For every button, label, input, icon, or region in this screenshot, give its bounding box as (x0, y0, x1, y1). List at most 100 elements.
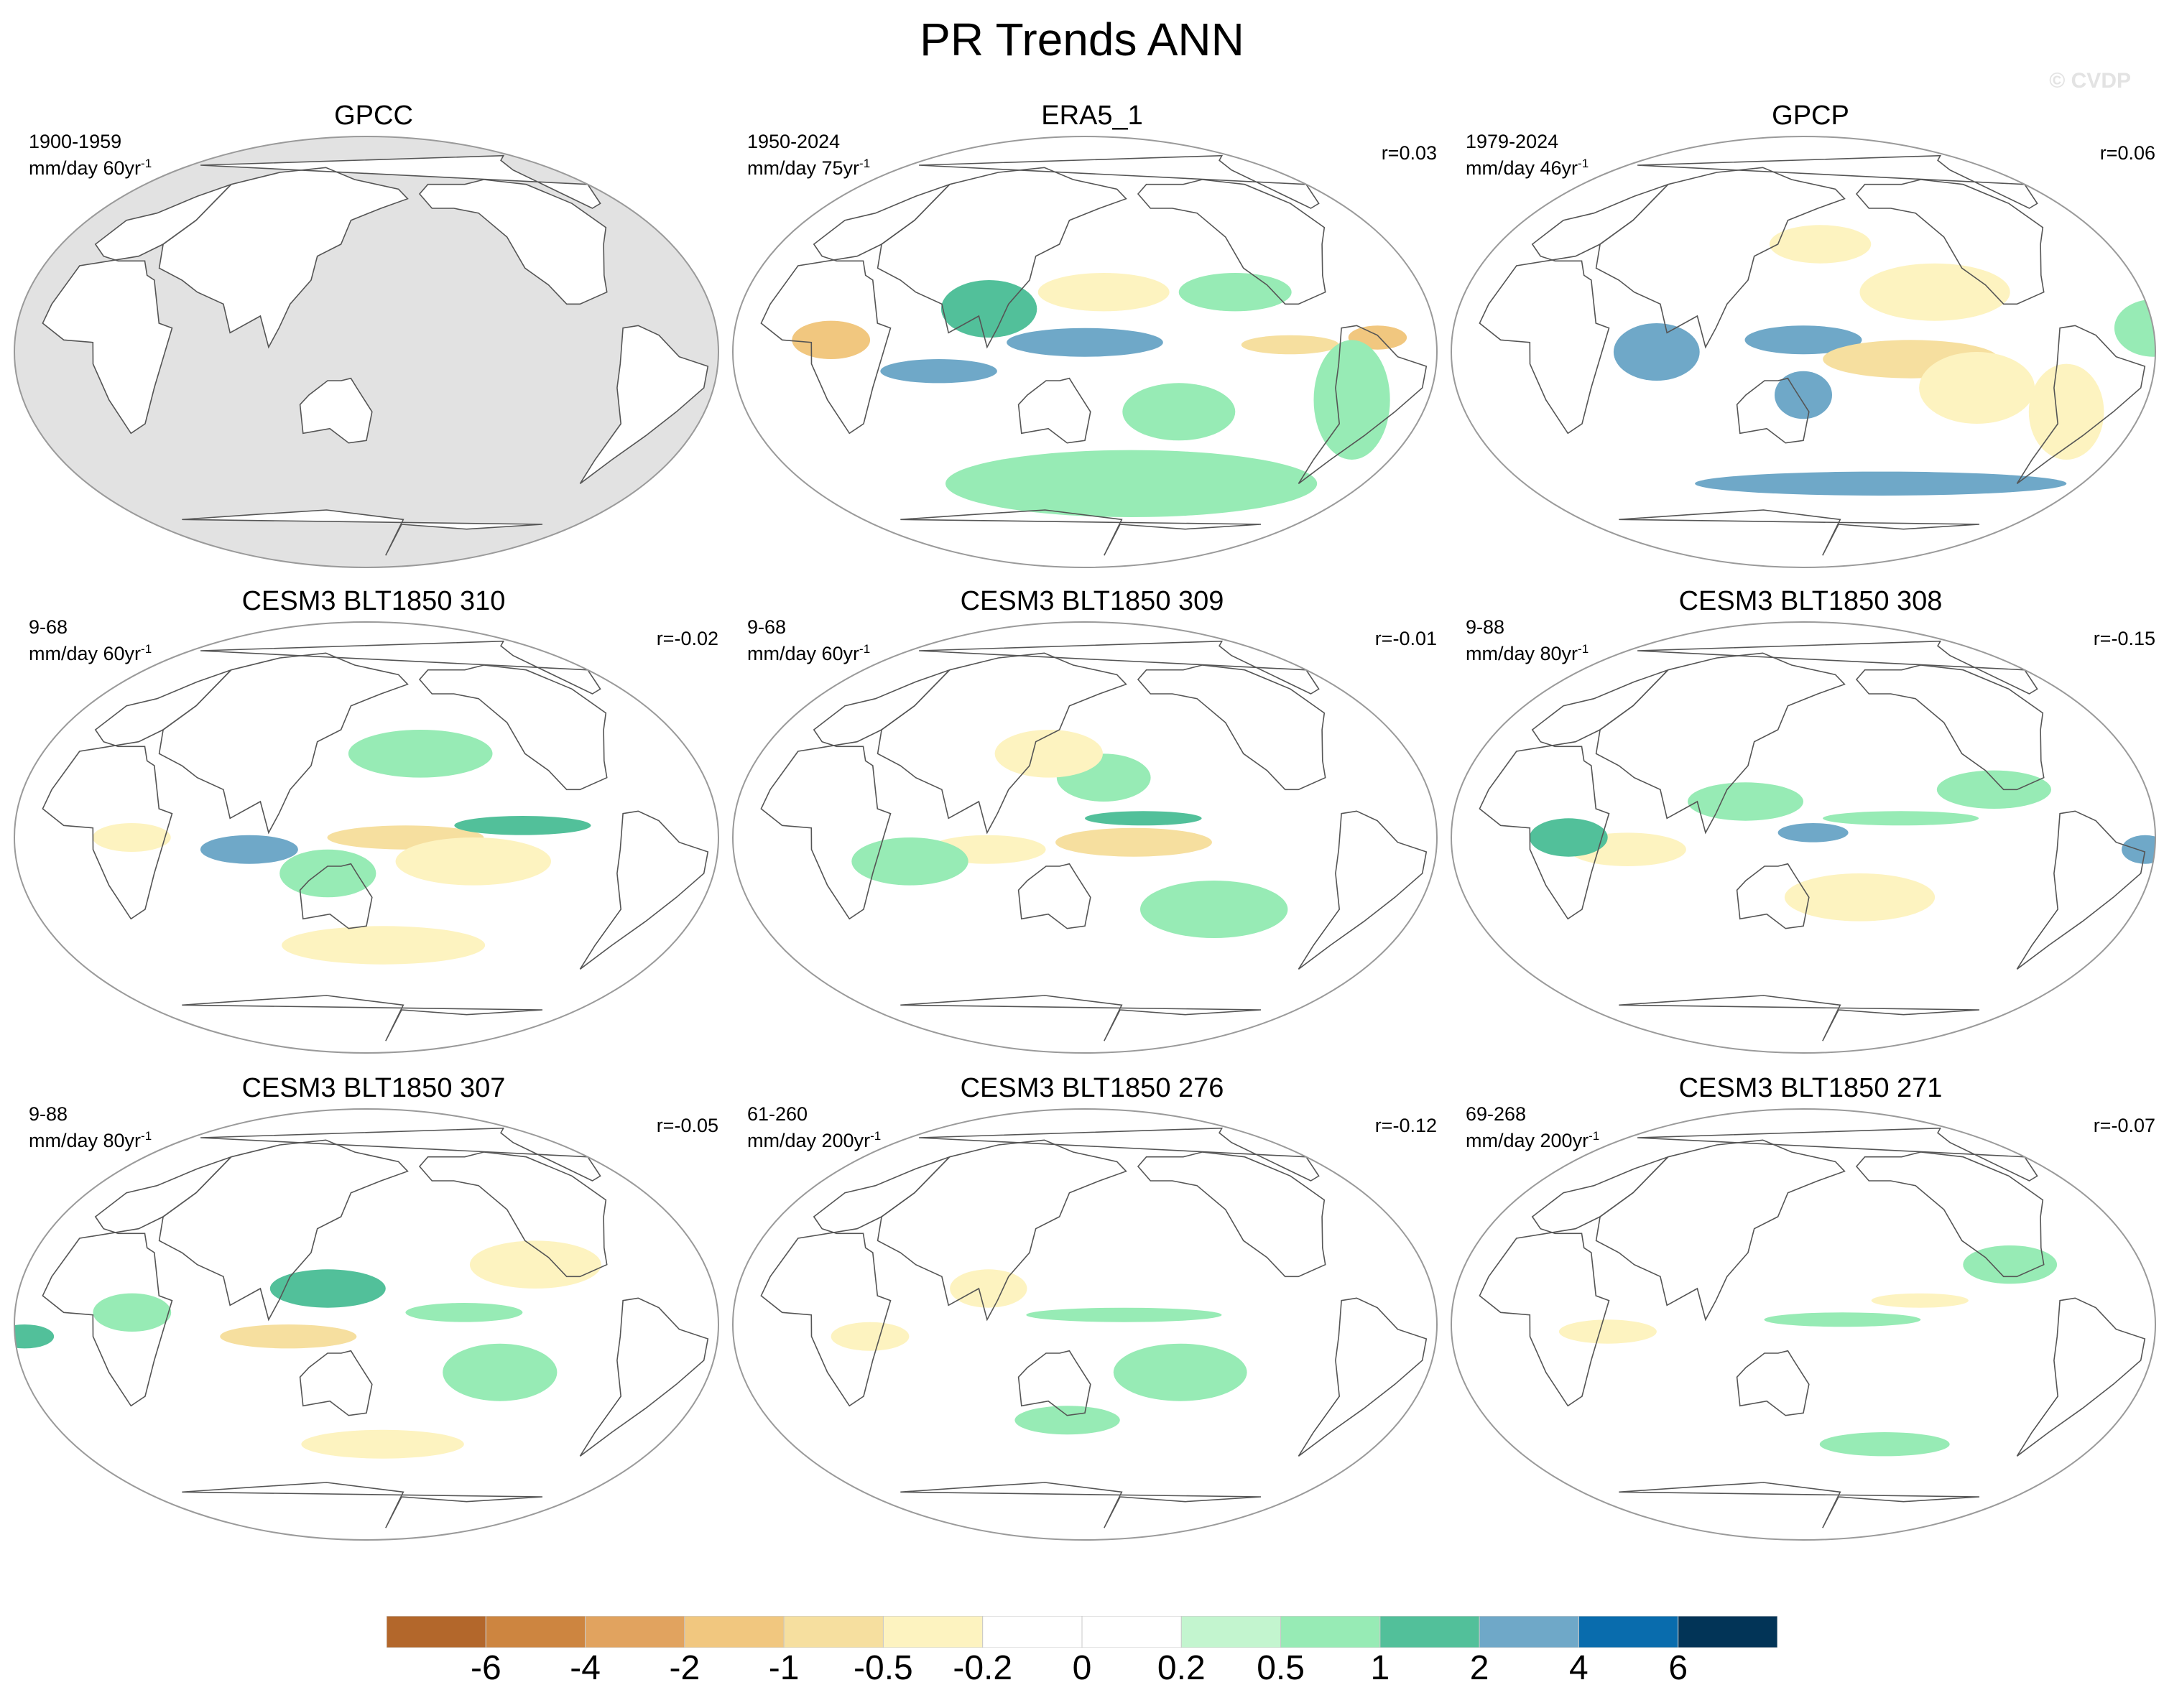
panel-units: mm/day 75yr-1 (747, 157, 871, 179)
coastline-asia (877, 167, 1127, 349)
land-data-australia (300, 378, 372, 443)
trend-anomaly (945, 450, 1318, 517)
panel-correlation: r=-0.12 (1374, 1115, 1437, 1136)
trend-anomaly (1122, 383, 1236, 441)
coastline-greenland (200, 1127, 601, 1182)
panel-period: 9-68 (29, 616, 68, 638)
trend-anomaly (1936, 770, 2051, 809)
colorbar-swatch (1479, 1616, 1579, 1648)
trend-anomaly (395, 837, 551, 886)
panel-units: mm/day 60yr-1 (747, 642, 871, 664)
colorbar-swatch (783, 1616, 884, 1648)
colorbar-tick-label: 0.5 (1257, 1649, 1305, 1687)
coastline-australia (1736, 377, 1810, 444)
colorbar-swatch (1081, 1616, 1182, 1648)
trend-anomaly (279, 849, 376, 898)
trend-anomaly (1037, 273, 1170, 312)
trend-anomaly (1529, 818, 1608, 857)
colorbar-tick-label: 4 (1569, 1649, 1589, 1687)
map (732, 136, 1438, 568)
map-frame (732, 1108, 1438, 1541)
panel-correlation: r=-0.02 (656, 628, 718, 649)
trend-anomaly (831, 1322, 910, 1351)
coastline-asia (158, 652, 409, 835)
trend-anomaly (1026, 1307, 1222, 1322)
trend-anomaly (880, 359, 997, 384)
map (14, 136, 719, 568)
trend-anomaly (1775, 371, 1832, 419)
panel-title: GPCP (1772, 101, 1849, 131)
coastline-australia (1736, 1350, 1810, 1416)
panel-title: CESM3 BLT1850 309 (960, 586, 1224, 616)
panel-title: CESM3 BLT1850 307 (241, 1073, 506, 1103)
colorbar-swatch (1180, 1616, 1282, 1648)
map-frame (14, 1108, 719, 1541)
trend-anomaly (1007, 328, 1163, 357)
panel-title: ERA5_1 (1041, 101, 1143, 131)
trend-anomaly (405, 1303, 523, 1322)
colorbar-swatch (1280, 1616, 1381, 1648)
trend-anomaly (443, 1343, 558, 1401)
map-panel: GPCC 1900-1959 mm/day 60yr-1 (14, 101, 733, 575)
colorbar-swatch (387, 1616, 486, 1648)
map (732, 1108, 1438, 1541)
panel-units: mm/day 60yr-1 (29, 642, 152, 664)
trend-anomaly (200, 835, 298, 864)
coastline-south-america (579, 325, 709, 484)
panel-units: mm/day 80yr-1 (1466, 642, 1589, 664)
trend-anomaly (1688, 782, 1803, 821)
trend-anomaly (93, 1293, 172, 1332)
coastline-south-america (2016, 810, 2146, 970)
coastline-greenland (1637, 154, 2038, 209)
panel-period: 1979-2024 (1466, 131, 1559, 152)
trend-anomaly (1014, 1406, 1120, 1435)
trend-anomaly (1819, 1432, 1950, 1457)
panel-title: CESM3 BLT1850 276 (960, 1073, 1224, 1103)
land-data-greenland (200, 155, 601, 208)
coastline-greenland (200, 640, 601, 695)
watermark: © CVDP (2049, 69, 2131, 93)
panel-correlation: r=-0.07 (2093, 1115, 2155, 1136)
trend-anomaly (301, 1429, 464, 1459)
coastline-europe-africa (1479, 669, 1669, 920)
coastline-europe-africa (760, 1156, 951, 1407)
colorbar-swatch (882, 1616, 984, 1648)
colorbar (387, 1616, 1777, 1648)
coastline-south-america (579, 1297, 709, 1457)
panel-correlation: r=-0.01 (1374, 628, 1437, 649)
colorbar-tick-label: 1 (1370, 1649, 1390, 1687)
panel-title: CESM3 BLT1850 310 (241, 586, 506, 616)
panel-period: 9-68 (747, 616, 787, 638)
trend-anomaly (851, 837, 968, 886)
map-panel: CESM3 BLT1850 307 9-88 mm/day 80yr-1 r=-0.0… (14, 1073, 733, 1547)
coastline-australia (299, 863, 373, 929)
coastline-antarctica (182, 995, 543, 1041)
map-panel: CESM3 BLT1850 309 9-68 mm/day 60yr-1 r=-0.0… (732, 586, 1451, 1060)
panel-title: CESM3 BLT1850 271 (1678, 1073, 1943, 1103)
panel-units: mm/day 60yr-1 (29, 157, 152, 179)
coastline-greenland (200, 154, 601, 209)
coastline-antarctica (1619, 509, 1980, 556)
map (1451, 136, 2156, 568)
panel-units: mm/day 80yr-1 (29, 1129, 152, 1151)
coastline-europe-africa (42, 1156, 232, 1407)
colorbar-tick-label: 2 (1469, 1649, 1489, 1687)
coastline-asia (158, 167, 409, 349)
trend-anomaly (994, 730, 1103, 778)
coastline-antarctica (182, 1482, 543, 1528)
land-data-antarctica (182, 510, 543, 556)
colorbar-tick-label: 0 (1072, 1649, 1092, 1687)
trend-anomaly (2028, 363, 2104, 460)
trend-anomaly (348, 730, 493, 778)
trend-anomaly (1140, 881, 1288, 938)
trend-anomaly (1113, 1343, 1247, 1401)
trend-anomaly (1178, 273, 1292, 312)
map-frame (1451, 1108, 2156, 1541)
coastline-antarctica (1619, 995, 1980, 1041)
coastline-antarctica (900, 509, 1262, 556)
panel-units: mm/day 200yr-1 (747, 1129, 882, 1151)
panel-title: CESM3 BLT1850 308 (1678, 586, 1943, 616)
colorbar-tick-label: 0.2 (1157, 1649, 1206, 1687)
colorbar-labels: -6 -4 -2 -1 -0.5 -0.2 0 0.2 0.5 1 2 4 6 (0, 1648, 2164, 1699)
coastline-asia (1595, 167, 1846, 349)
